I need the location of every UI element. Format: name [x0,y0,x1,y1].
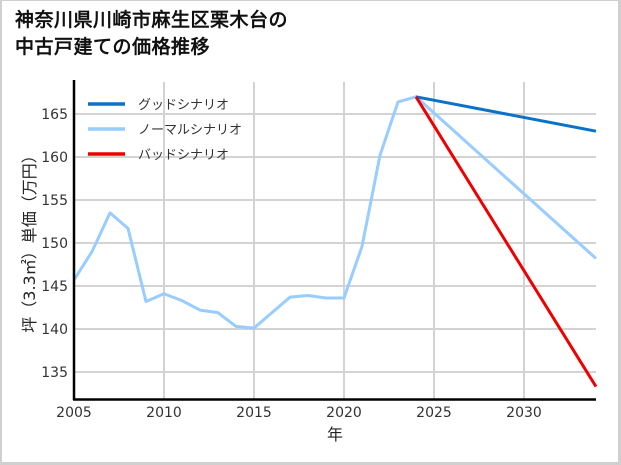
series-lines [72,95,598,388]
grid-lines [74,82,596,399]
x-axis-label: 年 [327,425,343,444]
y-tick-label: 145 [41,279,68,295]
x-tick-label: 2005 [56,405,92,421]
legend-label: ノーマルシナリオ [138,123,242,138]
x-tick-label: 2030 [506,405,542,421]
x-tick-label: 2020 [326,405,362,421]
x-tick-label: 2025 [416,405,452,421]
legend-label: バッドシナリオ [138,148,229,163]
x-tick-label: 2010 [146,405,182,421]
y-tick-label: 150 [41,236,68,252]
axes [72,80,596,401]
y-axis-label: 坪（3.3㎡）単価（万円） [20,147,39,332]
y-tick-label: 160 [41,150,68,166]
chart-title: 神奈川県川崎市麻生区栗木台の 中古戸建ての価格推移 [15,9,289,58]
y-tick-label: 135 [41,365,68,381]
legend-label: グッドシナリオ [138,98,229,113]
series-line-2 [414,96,598,388]
y-tick-label: 165 [41,107,68,123]
x-tick-labels: 2005 2010 2015 2020 2025 2030 [56,405,542,421]
series-line-0 [415,95,597,133]
x-tick-label: 2015 [236,405,272,421]
series-line-1 [72,95,598,330]
y-tick-label: 155 [41,193,68,209]
y-tick-label: 140 [41,322,68,338]
y-tick-labels: 135 140 145 150 155 160 165 [41,107,68,381]
